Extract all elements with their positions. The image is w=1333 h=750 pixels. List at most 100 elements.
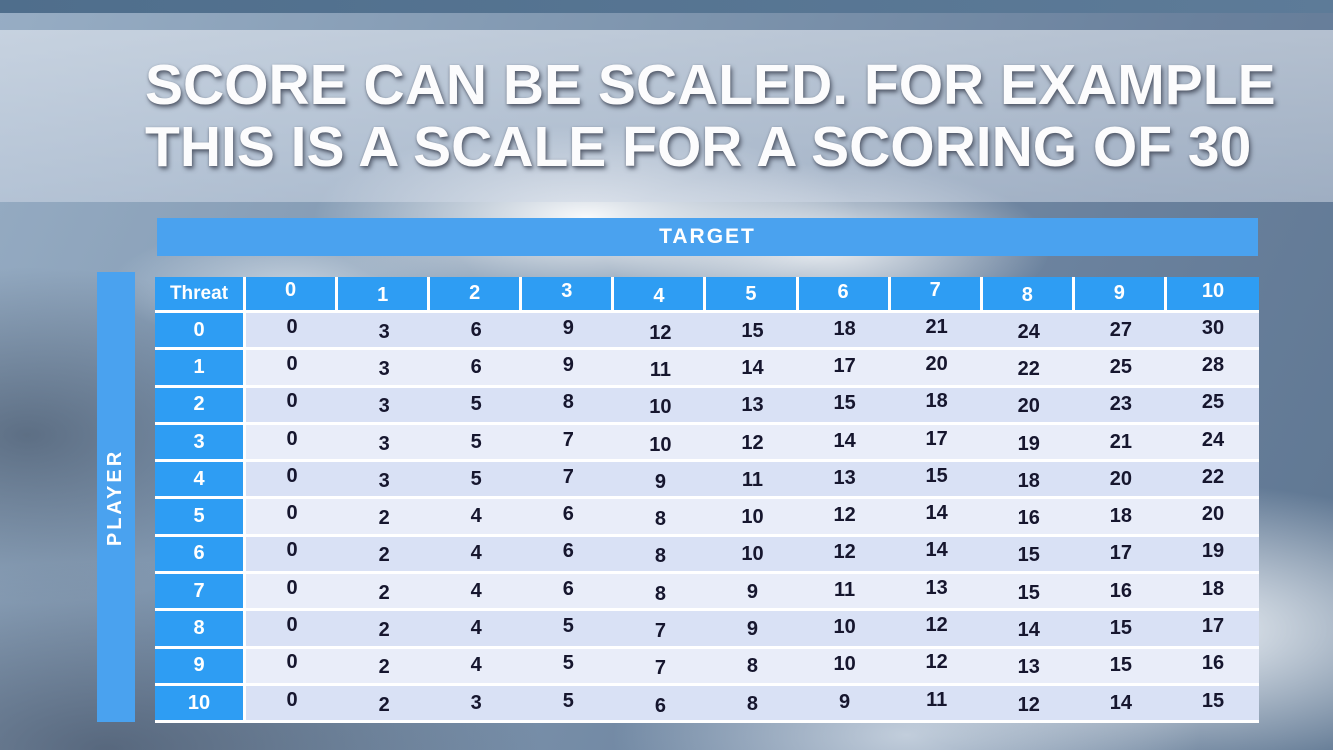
score-cell: 8	[614, 536, 707, 575]
score-cell: 23	[1074, 387, 1167, 425]
score-cell: 2	[338, 611, 431, 649]
score-cell: 6	[430, 313, 523, 351]
col-header-cell: 7	[890, 277, 983, 313]
col-header-cell: 10	[1166, 277, 1259, 313]
score-cell: 5	[430, 424, 523, 463]
slide-title-line1: SCORE CAN BE SCALED. FOR EXAMPLE	[145, 53, 1276, 117]
threat-header-cell: Threat	[155, 277, 246, 313]
score-cell: 25	[1166, 387, 1259, 425]
score-cell: 18	[890, 387, 983, 425]
score-cell: 3	[338, 462, 431, 500]
score-cell: 13	[982, 648, 1075, 686]
row-header-cell: 1	[155, 350, 246, 388]
score-cell: 17	[890, 424, 983, 463]
score-cell: 3	[338, 424, 431, 463]
score-cell: 18	[982, 462, 1075, 500]
row-header-cell: 5	[155, 499, 246, 537]
col-header-cell: 9	[1074, 277, 1167, 313]
score-cell: 2	[338, 685, 431, 724]
score-cell: 8	[522, 387, 615, 425]
score-cell: 11	[798, 574, 891, 612]
score-cell: 24	[982, 313, 1075, 351]
col-header-cell: 5	[706, 277, 799, 313]
score-cell: 24	[1166, 424, 1259, 463]
score-cell: 0	[246, 350, 339, 388]
score-cell: 15	[706, 313, 799, 351]
score-cell: 9	[522, 313, 615, 351]
score-cell: 15	[798, 387, 891, 425]
score-cell: 13	[890, 574, 983, 612]
player-label: PLAYER	[104, 448, 127, 546]
row-header-cell: 7	[155, 574, 246, 612]
score-cell: 18	[1074, 499, 1167, 537]
score-cell: 7	[522, 424, 615, 463]
score-cell: 3	[338, 387, 431, 425]
score-cell: 12	[614, 313, 707, 351]
score-cell: 20	[1166, 499, 1259, 537]
score-cell: 16	[1074, 574, 1167, 612]
row-header-cell: 6	[155, 536, 246, 575]
score-cell: 3	[338, 313, 431, 351]
score-cell: 4	[430, 611, 523, 649]
col-header-cell: 1	[338, 277, 431, 313]
score-cell: 18	[1166, 574, 1259, 612]
score-cell: 17	[1166, 611, 1259, 649]
score-cell: 5	[522, 685, 615, 724]
score-cell: 14	[798, 424, 891, 463]
score-cell: 3	[430, 685, 523, 724]
score-cell: 13	[706, 387, 799, 425]
score-cell: 14	[1074, 685, 1167, 724]
score-cell: 15	[1074, 611, 1167, 649]
score-cell: 10	[614, 424, 707, 463]
score-cell: 15	[982, 574, 1075, 612]
score-cell: 15	[890, 462, 983, 500]
score-cell: 5	[430, 387, 523, 425]
score-cell: 16	[982, 499, 1075, 537]
score-cell: 5	[522, 648, 615, 686]
score-cell: 4	[430, 574, 523, 612]
col-header-cell: 2	[430, 277, 523, 313]
score-cell: 11	[890, 685, 983, 724]
score-cell: 5	[522, 611, 615, 649]
score-cell: 10	[798, 648, 891, 686]
target-label: TARGET	[659, 225, 756, 248]
col-header-cell: 3	[522, 277, 615, 313]
score-cell: 15	[1074, 648, 1167, 686]
score-cell: 7	[614, 648, 707, 686]
score-cell: 28	[1166, 350, 1259, 388]
row-header-cell: 0	[155, 313, 246, 351]
score-cell: 6	[522, 499, 615, 537]
row-header-cell: 3	[155, 424, 246, 463]
score-cell: 9	[614, 462, 707, 500]
score-cell: 4	[430, 536, 523, 575]
score-cell: 11	[614, 350, 707, 388]
score-cell: 27	[1074, 313, 1167, 351]
score-cell: 0	[246, 424, 339, 463]
score-cell: 18	[798, 313, 891, 351]
player-bar: PLAYER	[97, 272, 135, 722]
score-cell: 15	[1166, 685, 1259, 724]
target-bar: TARGET	[157, 218, 1258, 256]
score-cell: 2	[338, 499, 431, 537]
score-cell: 6	[430, 350, 523, 388]
col-header-cell: 6	[798, 277, 891, 313]
score-cell: 6	[614, 685, 707, 724]
row-header-cell: 10	[155, 685, 246, 724]
score-cell: 21	[1074, 424, 1167, 463]
score-cell: 14	[706, 350, 799, 388]
score-cell: 12	[982, 685, 1075, 724]
slide-title-line2: THIS IS A SCALE FOR A SCORING OF 30	[145, 115, 1252, 179]
score-cell: 17	[1074, 536, 1167, 575]
score-cell: 14	[982, 611, 1075, 649]
score-cell: 0	[246, 574, 339, 612]
score-cell: 21	[890, 313, 983, 351]
row-header-cell: 2	[155, 387, 246, 425]
score-cell: 0	[246, 499, 339, 537]
top-strip	[0, 0, 1333, 13]
score-cell: 7	[522, 462, 615, 500]
score-cell: 12	[798, 536, 891, 575]
score-cell: 10	[798, 611, 891, 649]
score-cell: 8	[614, 499, 707, 537]
score-cell: 0	[246, 387, 339, 425]
score-cell: 22	[1166, 462, 1259, 500]
